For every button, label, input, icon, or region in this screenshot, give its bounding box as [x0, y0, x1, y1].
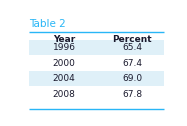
Text: 67.4: 67.4	[122, 59, 142, 68]
Text: 2008: 2008	[53, 90, 75, 99]
Text: Percent: Percent	[112, 36, 152, 44]
Text: Year: Year	[53, 36, 75, 44]
Text: 67.8: 67.8	[122, 90, 142, 99]
Text: Table 2: Table 2	[29, 20, 66, 29]
Text: 1996: 1996	[53, 43, 75, 52]
Text: 2004: 2004	[53, 74, 75, 83]
Text: 65.4: 65.4	[122, 43, 142, 52]
Text: 2000: 2000	[53, 59, 75, 68]
Text: 69.0: 69.0	[122, 74, 142, 83]
